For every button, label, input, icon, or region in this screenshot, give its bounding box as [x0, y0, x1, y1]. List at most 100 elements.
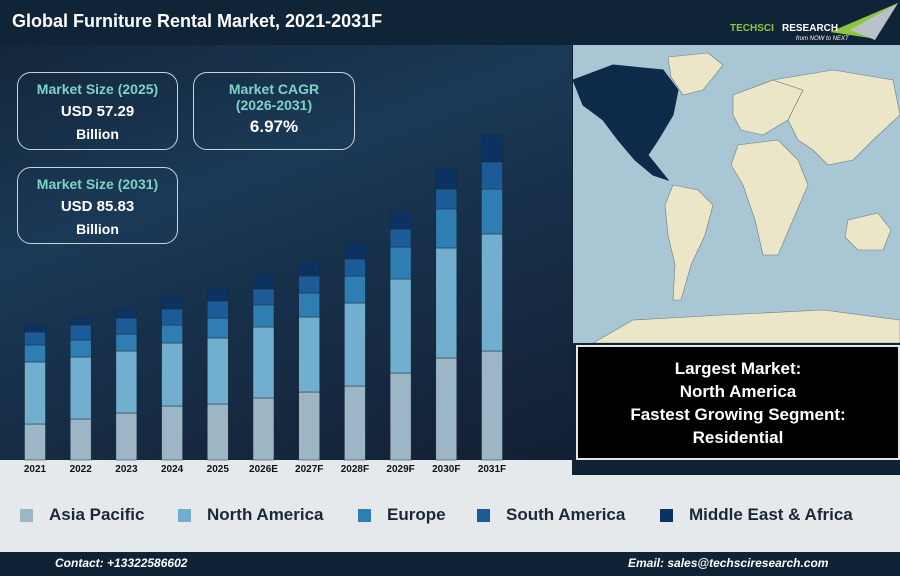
- bar-segment-2031F-south-america: [481, 161, 503, 190]
- x-tick-label: 2031F: [478, 464, 506, 475]
- legend-item: Europe: [358, 505, 446, 525]
- chart-legend: Asia Pacific North America Europe South Ame…: [0, 475, 900, 552]
- antarctica: [592, 309, 900, 343]
- bar-segment-2022-south-america: [69, 324, 92, 341]
- kpi-label: Market CAGR (2026-2031): [228, 81, 320, 113]
- legend-item: Middle East & Africa: [660, 505, 853, 525]
- bar-segment-2031F-north-america: [481, 233, 503, 352]
- bar-segment-2024-south-america: [161, 308, 183, 326]
- bar-segment-2023-south-america: [115, 317, 138, 335]
- bar-segment-2027F-south-america: [298, 275, 320, 294]
- bar-segment-2025-europe: [207, 317, 229, 339]
- contact-phone: Contact: +13322586602: [55, 556, 188, 570]
- bar-segment-2025-north-america: [207, 337, 229, 405]
- bar-segment-2023-europe: [115, 333, 138, 352]
- svg-text:TECHSCI: TECHSCI: [730, 23, 774, 34]
- bar-segment-2021-south-america: [24, 331, 46, 346]
- bar-segment-2029F-europe: [389, 246, 412, 280]
- legend-item: Asia Pacific: [20, 505, 144, 525]
- largest-market-label: Largest Market:: [674, 359, 802, 378]
- kpi-unit: Billion: [76, 126, 119, 142]
- bar-segment-2029F-north-america: [389, 278, 412, 374]
- x-tick-label: 2029F: [386, 464, 414, 475]
- bar-segment-2025-south-america: [207, 300, 229, 319]
- greenland: [667, 52, 724, 96]
- legend-swatch: [20, 508, 33, 522]
- kpi-value: USD 57.29: [60, 103, 135, 120]
- bar-segment-2028F-europe: [344, 275, 366, 304]
- legend-label: Middle East & Africa: [689, 505, 853, 524]
- bar-segment-2021-north-america: [24, 361, 46, 425]
- legend-label: Asia Pacific: [49, 505, 145, 524]
- bar-segment-2021-asia-pacific: [24, 423, 46, 461]
- kpi-label: Market Size (2031): [36, 176, 159, 192]
- fastest-segment-label: Fastest Growing Segment:: [630, 405, 846, 424]
- x-tick-label: 2021: [24, 464, 47, 475]
- bar-segment-2031F-asia-pacific: [481, 350, 503, 461]
- x-tick-label: 2030F: [432, 464, 460, 475]
- bar-segment-2030F-asia-pacific: [435, 357, 458, 461]
- legend-swatch: [358, 508, 371, 522]
- bar-segment-2026E-europe: [252, 304, 275, 328]
- bar-segment-2028F-middle-east-africa: [344, 242, 366, 260]
- kpi-label: Market Size (2025): [36, 81, 159, 97]
- asia: [772, 69, 900, 166]
- north-america: [573, 64, 679, 182]
- x-tick-label: 2026E: [249, 464, 278, 475]
- bar-segment-2026E-asia-pacific: [252, 397, 275, 461]
- bar-segment-2023-asia-pacific: [115, 412, 138, 461]
- bar-segment-2021-europe: [24, 344, 46, 363]
- south-america: [664, 184, 714, 301]
- bar-segment-2022-north-america: [69, 356, 92, 420]
- contact-email: Email: sales@techsciresearch.com: [628, 556, 829, 570]
- techsci-logo: TECHSCI RESEARCH from NOW to NEXT: [730, 3, 898, 42]
- bar-segment-2026E-north-america: [252, 326, 275, 399]
- legend-label: Europe: [387, 505, 446, 524]
- footer: Contact: +13322586602 Email: sales@techs…: [0, 552, 900, 576]
- bar-segment-2027F-north-america: [298, 316, 320, 393]
- page-title: Global Furniture Rental Market, 2021-203…: [12, 11, 383, 31]
- x-axis-band: [0, 460, 572, 475]
- x-tick-label: 2025: [207, 464, 230, 475]
- kpi-market-cagr: Market CAGR (2026-2031) 6.97%: [193, 72, 355, 150]
- world-map: [573, 45, 900, 343]
- svg-text:from NOW to NEXT: from NOW to NEXT: [796, 36, 850, 42]
- bar-segment-2027F-europe: [298, 292, 320, 318]
- bar-segment-2029F-asia-pacific: [389, 372, 412, 461]
- bar-segment-2030F-middle-east-africa: [435, 167, 458, 190]
- legend-swatch: [660, 508, 673, 522]
- bar-segment-2022-europe: [69, 339, 92, 358]
- bar-segment-2029F-middle-east-africa: [389, 211, 412, 230]
- bar-segment-2023-north-america: [115, 350, 138, 414]
- legend-swatch: [178, 508, 191, 522]
- svg-text:RESEARCH: RESEARCH: [782, 23, 838, 34]
- fastest-segment-value: Residential: [692, 428, 784, 447]
- bar-segment-2023-middle-east-africa: [115, 307, 138, 319]
- kpi-market-size-2031: Market Size (2031) USD 85.83 Billion: [17, 167, 178, 244]
- x-tick-label: 2028F: [341, 464, 369, 475]
- x-tick-label: 2022: [70, 464, 93, 475]
- bar-segment-2025-asia-pacific: [207, 403, 229, 461]
- bar-segment-2024-europe: [161, 324, 183, 344]
- bar-segment-2026E-middle-east-africa: [252, 273, 275, 290]
- x-tick-label: 2023: [115, 464, 138, 475]
- kpi-market-size-2025: Market Size (2025) USD 57.29 Billion: [17, 72, 178, 150]
- legend-label: North America: [207, 505, 324, 524]
- kpi-unit: Billion: [76, 221, 119, 237]
- insight-box: Largest Market: North America Fastest Gr…: [576, 345, 900, 460]
- bar-segment-2028F-north-america: [344, 302, 366, 387]
- bar-segment-2030F-south-america: [435, 188, 458, 210]
- chart-panel: Market Size (2025) USD 57.29 Billion Mar…: [0, 45, 572, 460]
- bar-segment-2031F-europe: [481, 188, 503, 235]
- x-tick-label: 2024: [161, 464, 184, 475]
- kpi-value: USD 85.83: [60, 198, 135, 215]
- legend-swatch: [477, 508, 490, 522]
- bar-segment-2027F-asia-pacific: [298, 391, 320, 461]
- bar-segment-2022-middle-east-africa: [69, 316, 92, 326]
- stacked-bar-chart: 2021 2022 2023 2024 2025 2026E 2027F 2028F 2029F…: [0, 134, 572, 475]
- bar-segment-2024-middle-east-africa: [161, 296, 183, 310]
- largest-market-value: North America: [679, 382, 797, 401]
- legend-item: South America: [477, 505, 625, 525]
- bar-segment-2030F-north-america: [435, 247, 458, 359]
- legend-item: North America: [178, 505, 324, 525]
